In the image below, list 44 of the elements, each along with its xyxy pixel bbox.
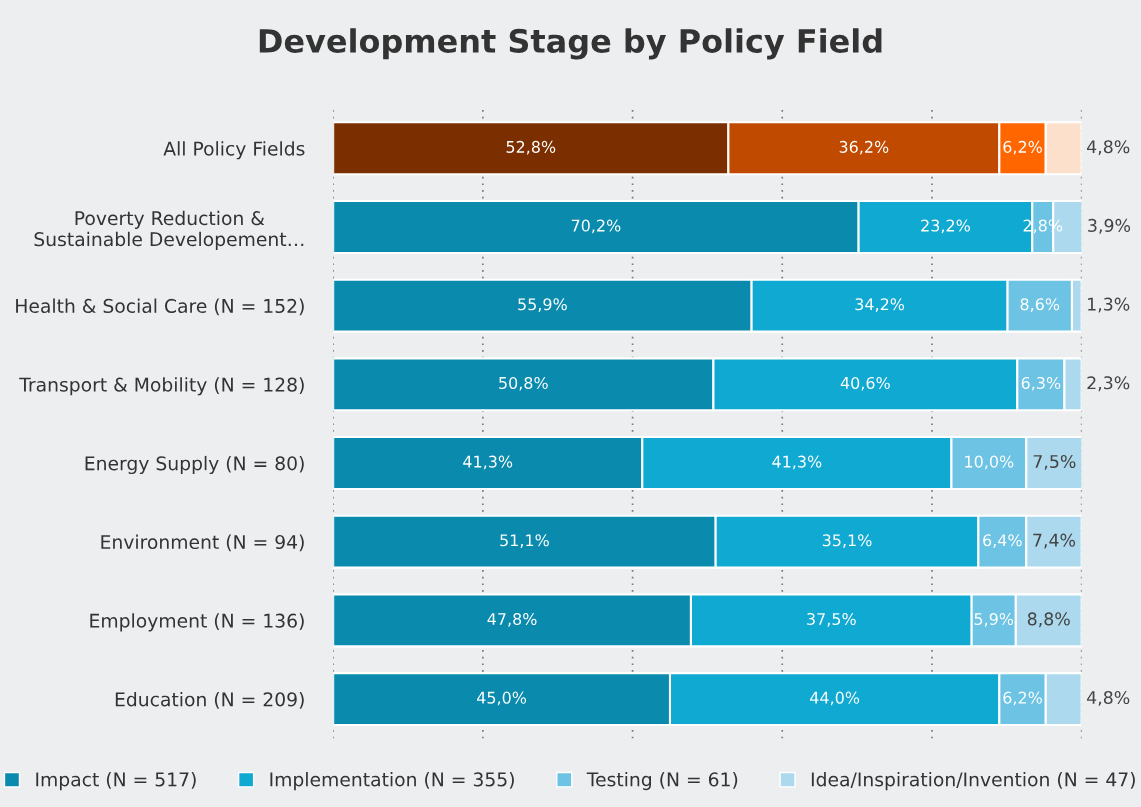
data-label: 6,2% — [1003, 140, 1042, 155]
data-label: 34,2% — [855, 298, 905, 312]
data-label: 23,2% — [921, 219, 970, 234]
data-label: 51,1% — [500, 534, 549, 548]
data-label: 40,6% — [840, 376, 890, 391]
data-label: 44,0% — [810, 691, 860, 706]
data-label: 35,1% — [822, 534, 872, 548]
data-label: 36,2% — [839, 140, 889, 155]
data-label: 1,3% — [1088, 297, 1130, 313]
chart-title: Development Stage by Policy Field — [259, 28, 882, 60]
y-tick-label: All Policy Fields — [163, 141, 305, 160]
data-label: 2,3% — [1087, 376, 1130, 392]
data-label: 50,8% — [499, 376, 548, 391]
y-tick-label: Health & Social Care (N = 152) — [16, 298, 304, 316]
data-label: 41,3% — [772, 455, 822, 470]
y-tick-label: Energy Supply (N = 80) — [85, 455, 304, 475]
data-label: 8,6% — [1020, 298, 1060, 312]
y-tick-label: Employment (N = 136) — [90, 613, 304, 632]
data-label: 5,9% — [974, 612, 1014, 627]
legend-label: Implementation (N = 355) — [270, 771, 514, 791]
legend-label: Testing (N = 61) — [586, 771, 738, 791]
data-label: 37,5% — [807, 612, 856, 627]
data-label: 8,8% — [1027, 612, 1070, 628]
data-label: 6,2% — [1003, 691, 1042, 706]
legend-label: Idea/Inspiration/Invention (N = 47) — [811, 771, 1135, 791]
y-tick-label: Transport & Mobility (N = 128) — [19, 377, 304, 396]
data-label: 55,9% — [518, 298, 567, 312]
y-tick-label: Environment (N = 94) — [101, 534, 304, 552]
data-label: 10,0% — [965, 455, 1014, 470]
data-label: 45,0% — [477, 691, 527, 706]
y-tick-label: Education (N = 209) — [115, 691, 304, 709]
data-label: 4,8% — [1087, 140, 1130, 156]
data-label: 7,5% — [1033, 454, 1076, 470]
data-label: 70,2% — [571, 219, 621, 234]
data-label: 7,4% — [1033, 533, 1076, 549]
data-label: 6,3% — [1021, 376, 1061, 391]
data-label: 41,3% — [463, 455, 513, 470]
data-label: 6,4% — [983, 534, 1022, 548]
data-label: 4,8% — [1087, 690, 1130, 706]
data-label: 47,8% — [487, 612, 537, 627]
legend-label: Impact (N = 517) — [36, 772, 196, 791]
data-label: 3,9% — [1088, 218, 1131, 234]
data-label: 52,8% — [506, 140, 556, 155]
y-tick-label: Poverty Reduction & Sustainable Developement… — [34, 210, 304, 250]
